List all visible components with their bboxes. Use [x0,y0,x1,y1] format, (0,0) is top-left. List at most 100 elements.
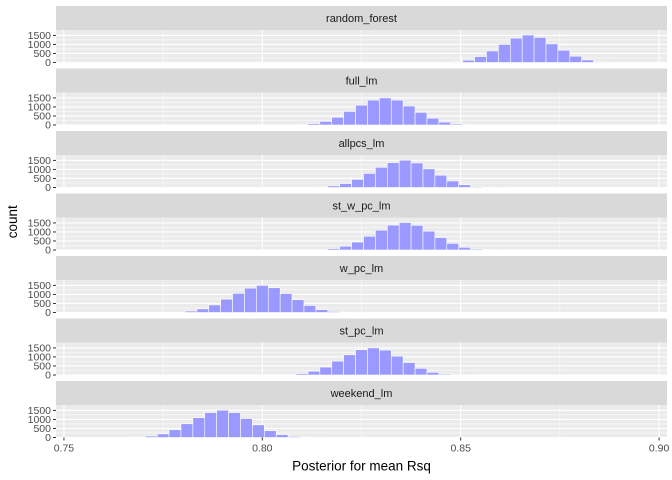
x-tick-label: 0.85 [450,443,471,455]
histogram-bar [355,349,368,376]
y-tick-label: 1500 [28,342,52,354]
y-tick-label: 1000 [28,101,52,113]
histogram-bar [581,59,594,63]
histogram-bar [533,37,547,63]
y-tick-label: 1500 [28,280,52,292]
histogram-bar [351,179,364,188]
histogram-bar [414,112,428,126]
histogram-bar [156,433,170,438]
histogram-bar [434,237,448,251]
histogram-bar [498,44,511,63]
facet-strip [56,68,667,93]
y-tick-label: 0 [45,370,51,382]
histogram-bar [521,34,535,63]
facet-strip-label: random_forest [326,13,397,25]
histogram-bar [569,55,582,63]
histogram-bar [414,368,428,376]
histogram-bar [470,248,483,251]
histogram-bar [446,180,460,188]
histogram-bar [331,116,344,126]
histogram-bar [390,355,404,376]
histogram-bar [390,99,404,126]
histogram-bar [422,168,436,188]
histogram-bar [509,37,523,63]
y-tick-label: 0 [45,120,51,132]
histogram-bar [263,430,277,438]
histogram-bar [402,105,416,126]
y-tick-label: 1000 [28,289,52,301]
histogram-bar [291,299,305,313]
histogram-bar [327,185,340,188]
y-tick-label: 1500 [28,30,52,42]
histogram-bar [279,293,293,313]
y-tick-label: 500 [33,235,51,247]
y-tick-label: 1000 [28,414,52,426]
histogram-bar [363,235,376,251]
histogram-bar [470,186,483,188]
y-tick-label: 500 [33,48,51,60]
facet-strip [56,381,667,405]
histogram-bar [410,162,424,188]
histogram-bar [232,293,245,313]
histogram-bar [204,412,217,438]
histogram-bar [450,61,463,63]
histogram-bar [180,423,194,438]
histogram-bar [398,159,412,188]
histogram-bar [287,436,301,438]
x-tick-label: 0.80 [252,443,273,455]
y-tick-label: 500 [33,360,51,372]
histogram-bar [446,243,460,251]
histogram-bar [256,285,269,313]
histogram-bar [402,362,416,376]
histogram-bar [450,123,463,126]
y-axis-title: count [5,205,20,238]
histogram-bar [375,166,388,188]
histogram-bar [438,121,452,126]
histogram-bar [379,97,392,126]
y-tick-label: 500 [33,173,51,185]
histogram-bar [303,305,317,313]
y-tick-label: 0 [45,432,51,444]
facet-strip-label: allpcs_lm [339,138,385,150]
y-tick-label: 1000 [28,164,52,176]
histogram-bar [474,56,487,63]
facet-strip [56,256,667,280]
histogram-bar [379,349,392,376]
x-tick-label: 0.75 [54,443,75,455]
histogram-bar [410,224,424,251]
histogram-bar [434,174,448,188]
histogram-bar [252,424,265,438]
y-tick-label: 1500 [28,92,52,104]
histogram-bar [438,373,452,376]
y-tick-label: 1500 [28,217,52,229]
x-tick-label: 0.90 [649,443,670,455]
histogram-bar [192,417,206,438]
histogram-bar [426,117,440,126]
facet-strip-label: full_lm [346,76,378,88]
histogram-bar [355,104,368,126]
histogram-bar [367,347,380,376]
histogram-bar [462,59,475,63]
histogram-bar [144,435,158,438]
y-tick-label: 500 [33,423,51,435]
histogram-bar [319,366,333,376]
histogram-bar [220,298,233,313]
histogram-bar [307,370,321,376]
histogram-bar [208,304,221,313]
histogram-bar [315,309,329,313]
histogram-bar [343,354,356,376]
histogram-bar [244,287,257,313]
x-axis: 0.75 0.80 0.85 0.90 [54,437,670,455]
histogram-bar [267,287,281,313]
histogram-bar [331,360,344,376]
histogram-bar [386,162,400,188]
y-tick-label: 1000 [28,39,52,51]
facet-strip-label: st_w_pc_lm [332,201,390,213]
histogram-bar [240,418,253,438]
facet-strip-label: w_pc_lm [339,263,383,275]
